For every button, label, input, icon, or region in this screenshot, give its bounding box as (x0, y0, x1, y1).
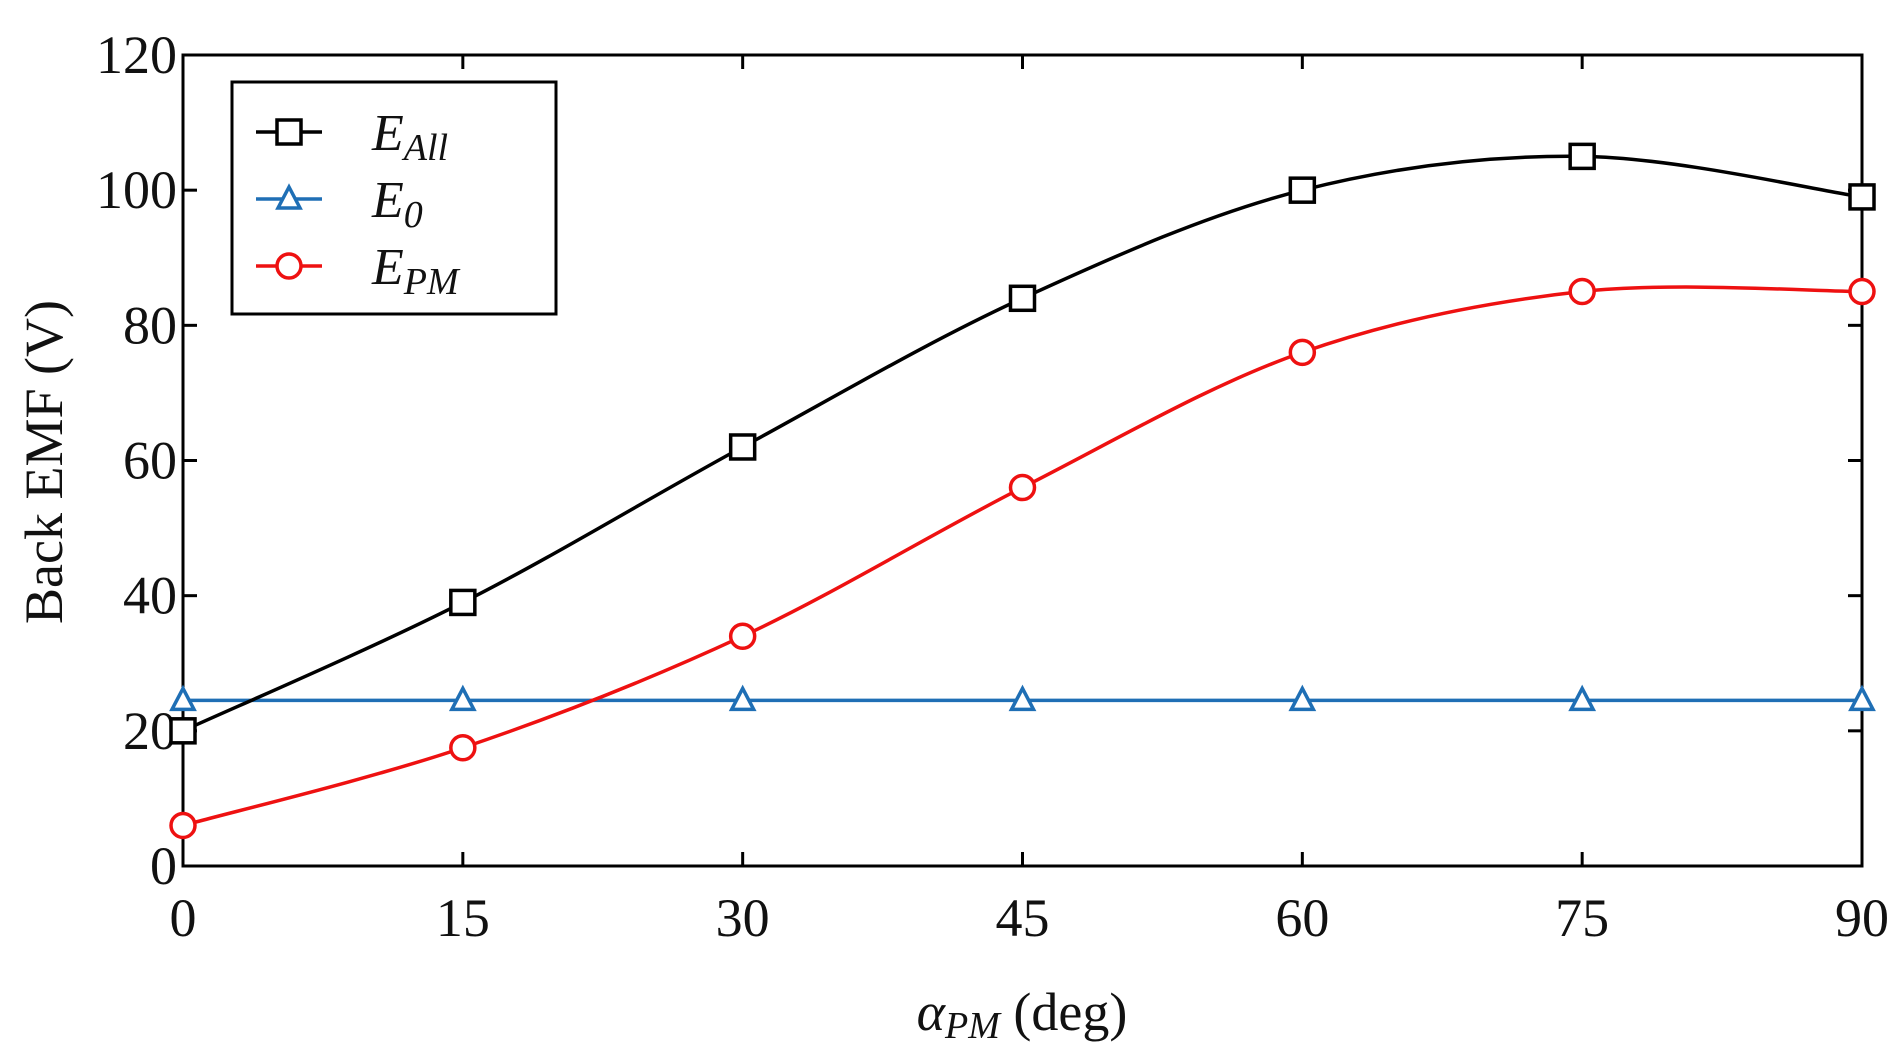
y-tick-label: 40 (123, 566, 177, 626)
x-tick-label: 75 (1555, 888, 1609, 948)
legend-label-sub: PM (403, 261, 461, 303)
legend-label-sub: 0 (404, 194, 423, 236)
legend-label-E_All: EAll (371, 105, 448, 169)
series-E_PM (169, 277, 1876, 840)
x-axis-title-rest: (deg) (1000, 982, 1127, 1042)
x-axis: 0 15 30 45 60 75 90 (170, 55, 1889, 948)
x-tick-label: 60 (1275, 888, 1329, 948)
x-tick-label: 0 (170, 888, 197, 948)
data-point-E_PM (169, 811, 197, 840)
x-tick-label: 90 (1835, 888, 1889, 948)
x-tick-label: 45 (996, 888, 1050, 948)
y-tick-label: 0 (150, 836, 177, 896)
data-point-E_0 (1848, 684, 1876, 712)
y-tick-label: 120 (96, 25, 177, 85)
data-point-E_0 (1008, 684, 1037, 712)
legend-label-main: E (371, 105, 404, 162)
series-E_0 (169, 684, 1876, 712)
data-point-E_All (449, 588, 477, 617)
series-layer (169, 142, 1876, 840)
data-point-E_PM (1288, 338, 1317, 367)
x-tick-label: 30 (716, 888, 770, 948)
data-point-E_0 (448, 684, 477, 712)
data-point-E_PM (728, 622, 757, 650)
data-point-E_All (1288, 176, 1317, 204)
legend-marker-E_0 (275, 183, 303, 210)
legend-label-main: E (371, 172, 404, 229)
legend-label-main: E (371, 239, 404, 296)
x-axis-title: αPM (deg) (917, 982, 1128, 1047)
y-tick-label: 20 (123, 701, 177, 761)
legend-marker-E_All (275, 118, 303, 146)
data-point-E_All (1848, 183, 1876, 211)
y-tick-label: 80 (123, 295, 177, 355)
y-axis-title: Back EMF (V) (14, 300, 74, 624)
data-point-E_0 (1288, 684, 1317, 712)
legend-label-E_PM: EPM (371, 239, 461, 303)
x-axis-title-subscript: PM (944, 1005, 1002, 1047)
legend-marker-E_PM (275, 252, 303, 280)
y-axis: 0 20 40 60 80 100 120 (96, 25, 1862, 896)
data-point-E_PM (449, 733, 477, 762)
legend-label-sub: All (401, 127, 448, 169)
legend-label-E_0: E0 (371, 172, 423, 236)
data-point-E_All (1008, 284, 1037, 313)
data-point-E_PM (1008, 473, 1037, 502)
data-point-E_PM (1848, 277, 1876, 306)
data-point-E_0 (1568, 684, 1597, 712)
series-line-E_PM (182, 285, 1863, 828)
data-point-E_PM (1568, 277, 1596, 306)
data-point-E_0 (169, 684, 197, 712)
data-point-E_0 (728, 684, 757, 712)
x-tick-label: 15 (436, 888, 490, 948)
series-E_All (169, 142, 1876, 745)
data-point-E_All (1568, 142, 1596, 171)
data-point-E_All (169, 717, 197, 745)
y-tick-label: 100 (96, 160, 177, 220)
data-point-E_All (728, 433, 757, 461)
x-axis-title-symbol: α (917, 982, 947, 1042)
y-tick-label: 60 (123, 431, 177, 491)
